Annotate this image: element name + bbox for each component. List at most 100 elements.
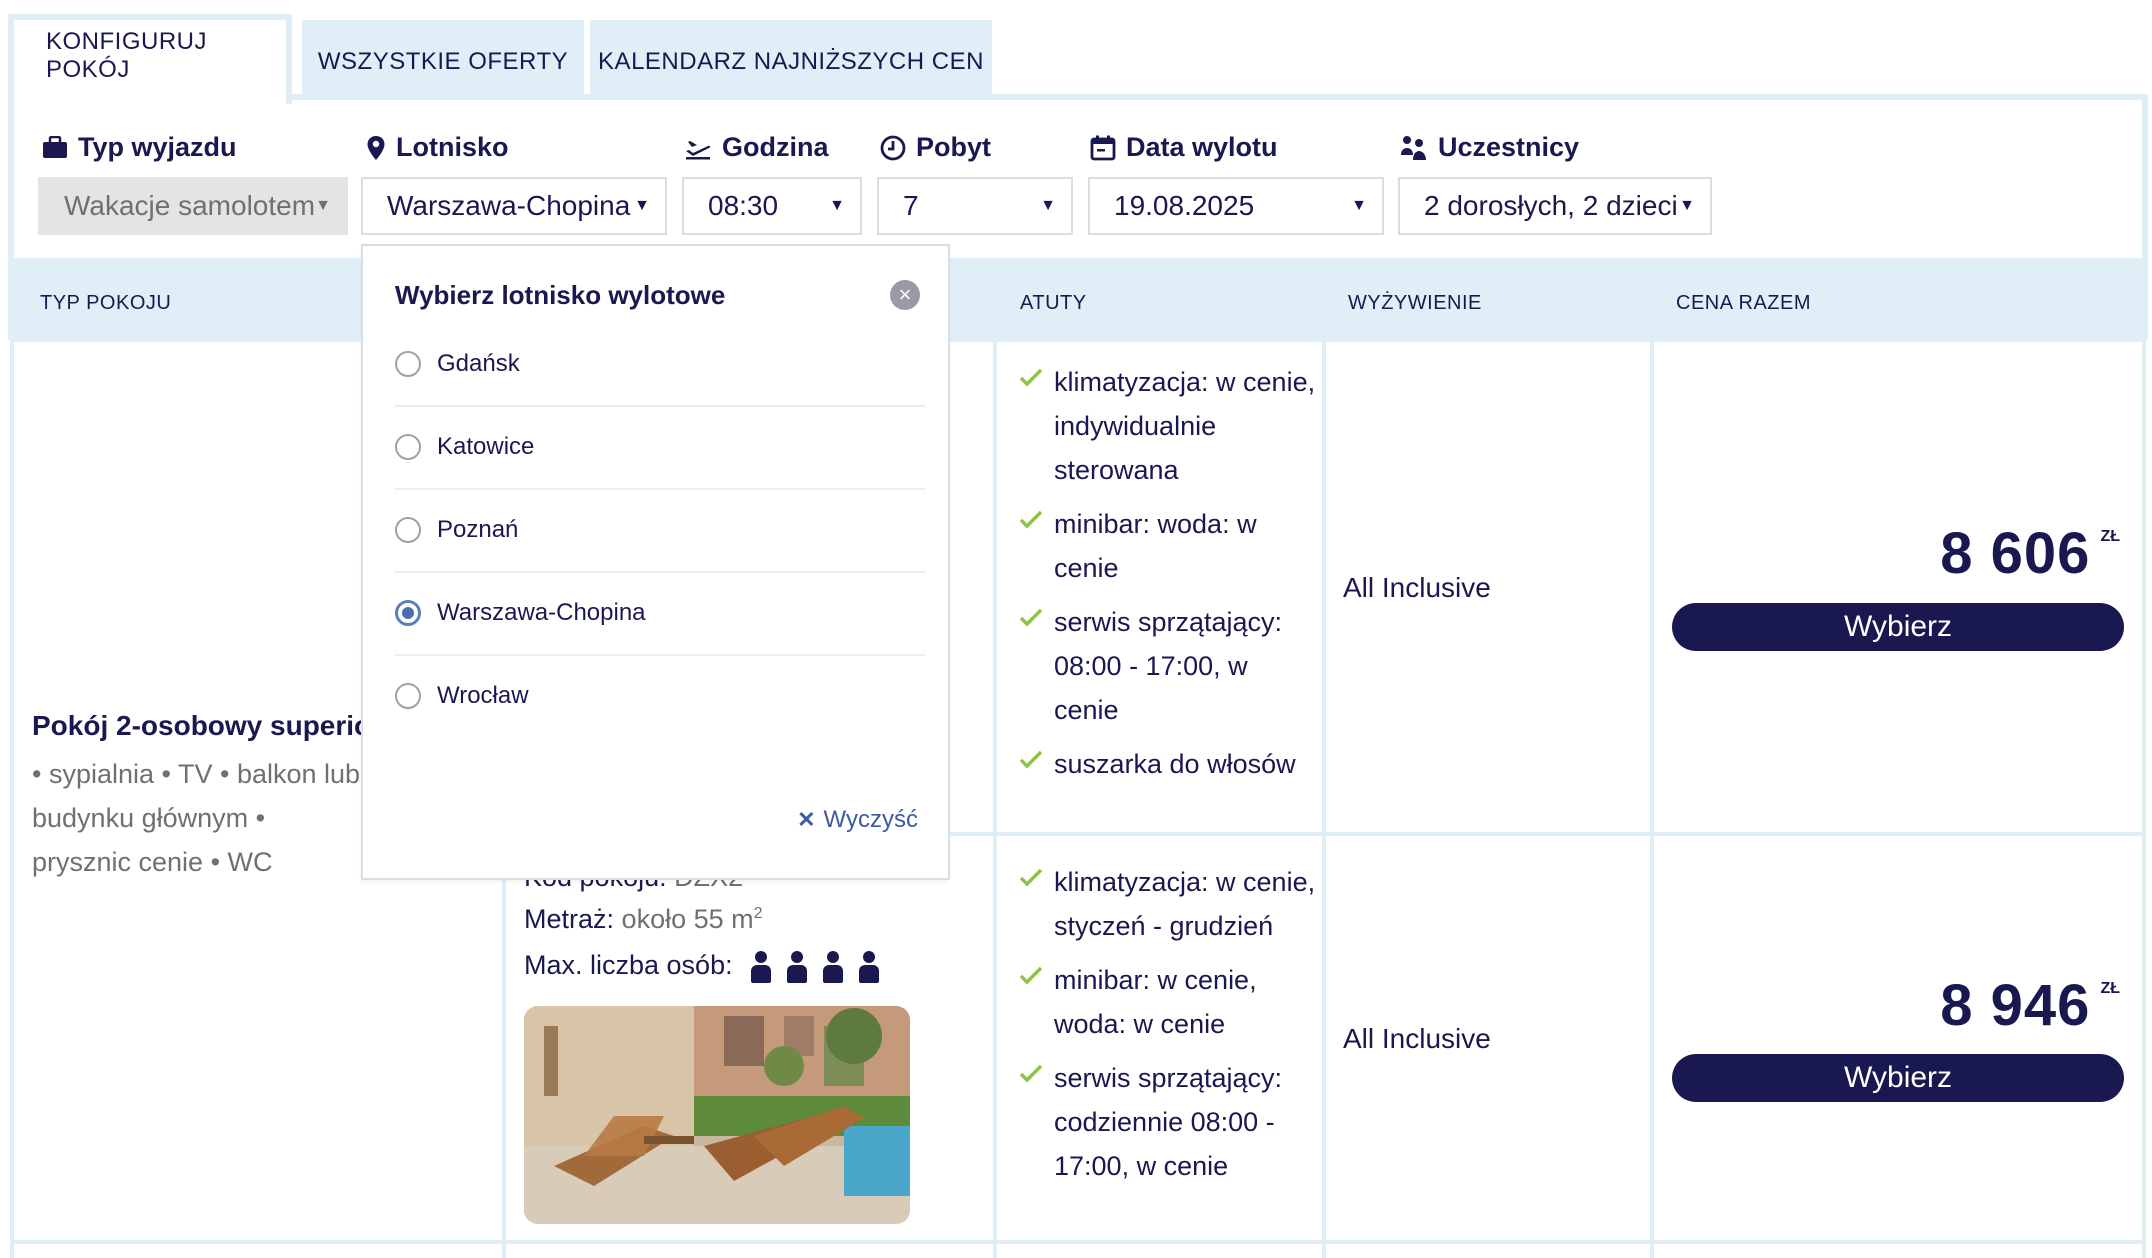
offer-1-price: 8 606 ZŁ — [1940, 521, 2120, 586]
tab-configure-room[interactable]: KONFIGURUJ POKÓJ — [8, 14, 292, 104]
option-label: Katowice — [437, 432, 535, 460]
airport-option-katowice[interactable]: Katowice — [395, 405, 925, 490]
offer-2-select-button[interactable]: Wybierz — [1672, 1054, 2124, 1102]
check-icon — [1019, 510, 1043, 529]
header-features: ATUTY — [1020, 292, 1087, 314]
airport-option-warszawa-chopina[interactable]: Warszawa-Chopina — [395, 571, 925, 656]
room-title[interactable]: Pokój 2-osobowy superior — [32, 710, 383, 741]
person-icon — [750, 950, 772, 983]
airport-select[interactable]: Warszawa-Chopina ▼ — [361, 177, 667, 235]
feature-item: suszarka do włosów — [1018, 742, 1318, 786]
column-divider — [1322, 338, 1326, 1258]
briefcase-icon — [43, 135, 67, 158]
tab-label: WSZYSTKIE OFERTY — [317, 48, 569, 75]
person-icon — [822, 950, 844, 983]
header-room-type: TYP POKOJU — [40, 292, 172, 314]
check-icon — [1019, 1064, 1043, 1083]
feature-item: serwis sprzątający: codziennie 08:00 - 1… — [1018, 1056, 1318, 1188]
room-photo-image — [524, 1006, 910, 1224]
date-label: Data wylotu — [1090, 132, 1278, 163]
option-label: Poznań — [437, 515, 519, 543]
room-photo[interactable] — [524, 1006, 910, 1224]
airport-option-poznan[interactable]: Poznań — [395, 488, 925, 573]
row-divider — [502, 832, 2146, 836]
check-icon — [1019, 868, 1043, 887]
offer-2-board: All Inclusive — [1343, 1023, 1491, 1054]
select-value: 7 — [903, 190, 919, 221]
airport-label: Lotnisko — [366, 132, 509, 163]
tab-all-offers[interactable]: WSZYSTKIE OFERTY — [302, 20, 584, 104]
participants-select[interactable]: 2 dorosłych, 2 dzieci ▼ — [1398, 177, 1712, 235]
tab-label: KALENDARZ NAJNIŻSZYCH CEN — [598, 48, 984, 75]
select-value: 19.08.2025 — [1114, 190, 1255, 221]
airport-dropdown-title: Wybierz lotnisko wylotowe — [395, 280, 726, 310]
date-select[interactable]: 19.08.2025 ▼ — [1088, 177, 1384, 235]
trip-type-select[interactable]: Wakacje samolotem ▼ — [38, 177, 348, 235]
clear-label: Wyczyść — [823, 806, 918, 833]
calendar-icon — [1090, 135, 1116, 160]
option-label: Gdańsk — [437, 349, 520, 377]
radio-button[interactable] — [395, 682, 421, 709]
offer-1-select-button[interactable]: Wybierz — [1672, 603, 2124, 651]
stay-label: Pobyt — [880, 132, 991, 163]
feature-item: klimatyzacja: w cenie, styczeń - grudzie… — [1018, 860, 1318, 948]
chevron-down-icon: ▼ — [634, 197, 650, 214]
column-divider — [1650, 338, 1654, 1258]
feature-item: serwis sprzątający: 08:00 - 17:00, w cen… — [1018, 600, 1318, 732]
header-total-price: CENA RAZEM — [1676, 292, 1812, 314]
feature-item: minibar: woda: w cenie — [1018, 502, 1318, 590]
chevron-down-icon: ▼ — [1351, 197, 1367, 214]
chevron-down-icon: ▼ — [1040, 197, 1056, 214]
check-icon — [1019, 750, 1043, 769]
feature-item: klimatyzacja: w cenie, indywidualnie ste… — [1018, 360, 1318, 492]
offer-2-features: klimatyzacja: w cenie, styczeń - grudzie… — [1018, 860, 1318, 1198]
chevron-down-icon: ▼ — [829, 197, 845, 214]
person-icon — [786, 950, 808, 983]
person-icon — [858, 950, 880, 983]
airport-option-gdansk[interactable]: Gdańsk — [395, 322, 925, 407]
map-pin-icon — [367, 135, 385, 160]
clock-icon — [880, 135, 906, 160]
people-icon — [1401, 135, 1426, 160]
time-select[interactable]: 08:30 ▼ — [682, 177, 862, 235]
select-value: 08:30 — [708, 190, 779, 221]
option-label: Wrocław — [437, 681, 529, 709]
close-icon[interactable]: × — [890, 280, 920, 310]
header-board: WYŻYWIENIE — [1348, 292, 1482, 314]
select-value: Warszawa-Chopina — [387, 190, 631, 221]
select-value: Wakacje samolotem — [64, 190, 316, 221]
check-icon — [1019, 966, 1043, 985]
select-value: 2 dorosłych, 2 dzieci — [1424, 190, 1678, 221]
persons-icons — [750, 950, 880, 983]
radio-button-selected[interactable] — [395, 599, 421, 626]
room-area: Metraż: około 55 m2 — [524, 904, 763, 934]
tab-label: KONFIGURUJ POKÓJ — [46, 28, 207, 83]
radio-button[interactable] — [395, 350, 421, 377]
row-divider — [10, 1240, 2146, 1244]
airport-dropdown: Wybierz lotnisko wylotowe × Gdańsk Katow… — [361, 244, 950, 880]
room-max-persons: Max. liczba osób: — [524, 950, 880, 983]
option-label: Warszawa-Chopina — [437, 598, 646, 626]
feature-item: minibar: w cenie, woda: w cenie — [1018, 958, 1318, 1046]
check-icon — [1019, 608, 1043, 627]
tab-lowest-price-calendar[interactable]: KALENDARZ NAJNIŻSZYCH CEN — [590, 20, 992, 104]
offer-1-board: All Inclusive — [1343, 572, 1491, 603]
airport-option-wroclaw[interactable]: Wrocław — [395, 654, 925, 737]
column-divider — [993, 338, 997, 1258]
offer-2-price: 8 946 ZŁ — [1940, 973, 2120, 1038]
table-body — [10, 338, 2146, 1258]
stay-select[interactable]: 7 ▼ — [877, 177, 1073, 235]
plane-departure-icon — [686, 140, 711, 159]
check-icon — [1019, 368, 1043, 387]
offer-1-features: klimatyzacja: w cenie, indywidualnie ste… — [1018, 360, 1318, 796]
radio-button[interactable] — [395, 516, 421, 543]
trip-type-label: Typ wyjazdu — [42, 132, 237, 163]
room-description: • sypialnia • TV • balkon lub budynku gł… — [32, 759, 361, 877]
clear-button[interactable]: ✕ Wyczyść — [797, 806, 918, 834]
participants-label: Uczestnicy — [1400, 132, 1579, 163]
time-label: Godzina — [684, 132, 829, 163]
radio-button[interactable] — [395, 433, 421, 460]
chevron-down-icon: ▼ — [1679, 197, 1695, 214]
chevron-down-icon: ▼ — [315, 197, 331, 214]
clear-icon: ✕ — [797, 807, 816, 832]
